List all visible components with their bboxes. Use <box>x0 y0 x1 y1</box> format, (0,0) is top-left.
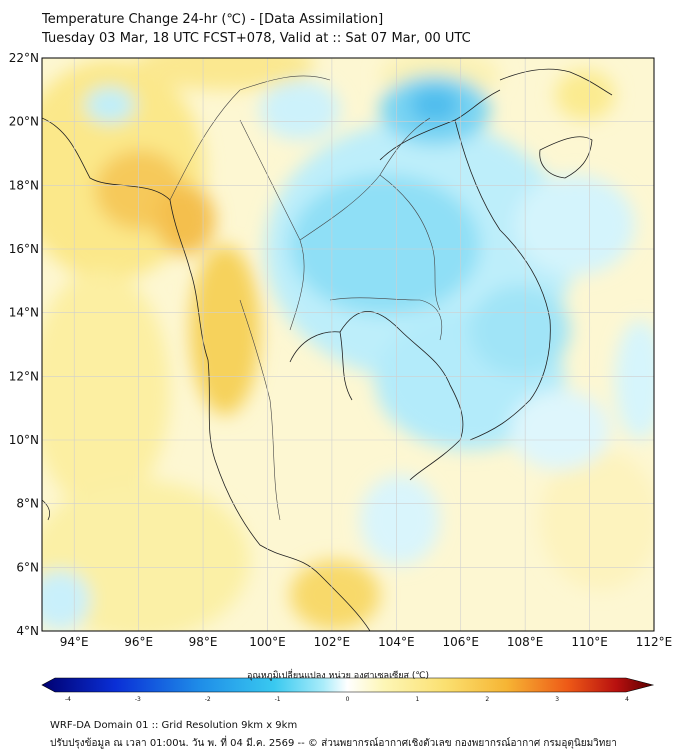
lat-tick-label: 12°N <box>9 369 39 383</box>
lat-tick-label: 4°N <box>16 624 39 638</box>
colorbar-tick-label: -3 <box>135 696 141 703</box>
coastlines <box>42 68 613 631</box>
colorbar-tick-label: 0 <box>346 696 350 703</box>
lat-tick-label: 16°N <box>9 242 39 256</box>
colorbar: -4 -3 -2 -1 0 1 2 3 4 <box>41 677 655 703</box>
lon-tick-label: 112°E <box>636 635 673 649</box>
lon-tick-label: 108°E <box>507 635 544 649</box>
lon-tick-label: 98°E <box>189 635 218 649</box>
lon-tick-label: 100°E <box>249 635 286 649</box>
colorbar-tick-label: 4 <box>625 696 629 703</box>
lat-tick-label: 20°N <box>9 115 39 129</box>
lon-tick-label: 104°E <box>378 635 415 649</box>
lon-tick-label: 102°E <box>314 635 351 649</box>
lon-tick-label: 110°E <box>571 635 608 649</box>
lat-tick-label: 22°N <box>9 51 39 65</box>
colorbar-ticks: -4 -3 -2 -1 0 1 2 3 4 <box>65 696 629 703</box>
footer-credit: ปรับปรุงข้อมูล ณ เวลา 01:00น. วัน พ. ที่… <box>50 738 617 749</box>
map-frame <box>41 57 655 632</box>
colorbar-tick-label: 3 <box>555 696 559 703</box>
colorbar-tick-label: -1 <box>275 696 281 703</box>
colorbar-gradient <box>41 677 655 693</box>
lat-tick-label: 14°N <box>9 306 39 320</box>
colorbar-tick-label: 1 <box>415 696 419 703</box>
lat-tick-label: 18°N <box>9 178 39 192</box>
map-title: Temperature Change 24-hr (℃) - [Data Ass… <box>42 12 384 27</box>
colorbar-label: อุณหภูมิเปลี่ยนแปลง หน่วย องศาเซลเซียส (… <box>246 671 430 681</box>
lon-tick-label: 106°E <box>442 635 479 649</box>
footer-model-info: WRF-DA Domain 01 :: Grid Resolution 9km … <box>50 720 298 731</box>
lon-tick-label: 96°E <box>124 635 153 649</box>
colorbar-tick-label: -4 <box>65 696 71 703</box>
country-borders <box>169 75 443 521</box>
colorbar-tick-label: 2 <box>485 696 489 703</box>
lat-tick-label: 10°N <box>9 433 39 447</box>
lat-tick-label: 8°N <box>16 497 39 511</box>
lon-tick-label: 94°E <box>60 635 89 649</box>
longitude-labels: 94°E 96°E 98°E 100°E 102°E 104°E 106°E 108°E 110… <box>60 635 672 649</box>
colorbar-tick-label: -2 <box>205 696 211 703</box>
lat-tick-label: 6°N <box>16 560 39 574</box>
temperature-field <box>42 58 654 631</box>
map-subtitle: Tuesday 03 Mar, 18 UTC FCST+078, Valid a… <box>42 31 471 46</box>
latitude-labels: 22°N 20°N 18°N 16°N 14°N 12°N 10°N 8°N 6°N 4°N <box>9 51 39 638</box>
